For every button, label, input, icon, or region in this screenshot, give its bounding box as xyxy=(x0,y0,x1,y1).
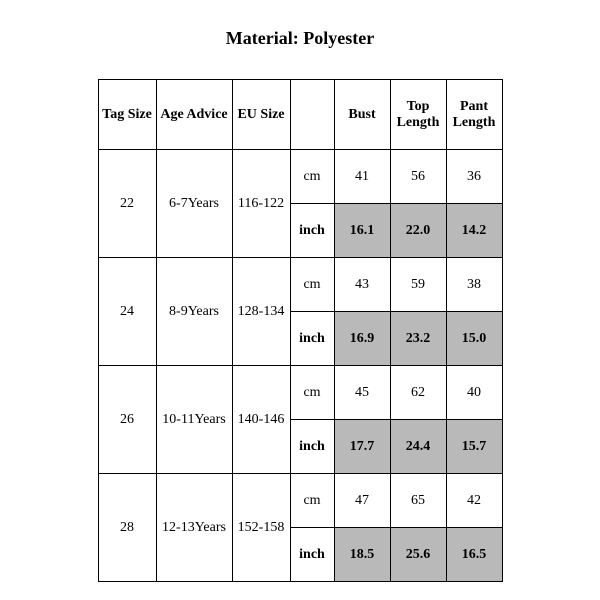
cell-age-advice: 12-13Years xyxy=(156,474,232,582)
cell-bust: 16.9 xyxy=(334,312,390,366)
page-title: Material: Polyester xyxy=(0,28,600,49)
cell-unit-cm: cm xyxy=(290,150,334,204)
cell-unit-inch: inch xyxy=(290,528,334,582)
table-header-row: Tag Size Age Advice EU Size Bust Top Len… xyxy=(98,80,502,150)
cell-eu-size: 116-122 xyxy=(232,150,290,258)
cell-top-length: 59 xyxy=(390,258,446,312)
cell-pant-length: 40 xyxy=(446,366,502,420)
cell-top-length: 22.0 xyxy=(390,204,446,258)
cell-pant-length: 42 xyxy=(446,474,502,528)
cell-bust: 43 xyxy=(334,258,390,312)
cell-eu-size: 128-134 xyxy=(232,258,290,366)
cell-eu-size: 152-158 xyxy=(232,474,290,582)
cell-pant-length: 16.5 xyxy=(446,528,502,582)
cell-bust: 41 xyxy=(334,150,390,204)
table-row: 28 12-13Years 152-158 cm 47 65 42 xyxy=(98,474,502,528)
cell-eu-size: 140-146 xyxy=(232,366,290,474)
size-chart-page: Material: Polyester Tag Size Age Advice … xyxy=(0,0,600,600)
cell-pant-length: 38 xyxy=(446,258,502,312)
col-eu-size: EU Size xyxy=(232,80,290,150)
table-row: 24 8-9Years 128-134 cm 43 59 38 xyxy=(98,258,502,312)
cell-pant-length: 15.7 xyxy=(446,420,502,474)
cell-tag-size: 24 xyxy=(98,258,156,366)
cell-top-length: 56 xyxy=(390,150,446,204)
col-age-advice: Age Advice xyxy=(156,80,232,150)
cell-bust: 45 xyxy=(334,366,390,420)
cell-age-advice: 8-9Years xyxy=(156,258,232,366)
col-top-length: Top Length xyxy=(390,80,446,150)
cell-bust: 18.5 xyxy=(334,528,390,582)
cell-tag-size: 22 xyxy=(98,150,156,258)
cell-top-length: 65 xyxy=(390,474,446,528)
cell-pant-length: 14.2 xyxy=(446,204,502,258)
col-bust: Bust xyxy=(334,80,390,150)
cell-bust: 17.7 xyxy=(334,420,390,474)
cell-unit-inch: inch xyxy=(290,420,334,474)
cell-unit-inch: inch xyxy=(290,204,334,258)
cell-tag-size: 28 xyxy=(98,474,156,582)
cell-age-advice: 10-11Years xyxy=(156,366,232,474)
cell-bust: 47 xyxy=(334,474,390,528)
cell-age-advice: 6-7Years xyxy=(156,150,232,258)
size-table: Tag Size Age Advice EU Size Bust Top Len… xyxy=(98,79,503,582)
cell-unit-cm: cm xyxy=(290,366,334,420)
cell-tag-size: 26 xyxy=(98,366,156,474)
cell-unit-cm: cm xyxy=(290,258,334,312)
col-pant-length: Pant Length xyxy=(446,80,502,150)
cell-pant-length: 36 xyxy=(446,150,502,204)
table-row: 22 6-7Years 116-122 cm 41 56 36 xyxy=(98,150,502,204)
size-table-body: 22 6-7Years 116-122 cm 41 56 36 inch 16.… xyxy=(98,150,502,582)
cell-top-length: 25.6 xyxy=(390,528,446,582)
cell-top-length: 62 xyxy=(390,366,446,420)
col-tag-size: Tag Size xyxy=(98,80,156,150)
cell-unit-cm: cm xyxy=(290,474,334,528)
cell-unit-inch: inch xyxy=(290,312,334,366)
cell-bust: 16.1 xyxy=(334,204,390,258)
cell-top-length: 23.2 xyxy=(390,312,446,366)
table-row: 26 10-11Years 140-146 cm 45 62 40 xyxy=(98,366,502,420)
col-unit xyxy=(290,80,334,150)
cell-pant-length: 15.0 xyxy=(446,312,502,366)
cell-top-length: 24.4 xyxy=(390,420,446,474)
